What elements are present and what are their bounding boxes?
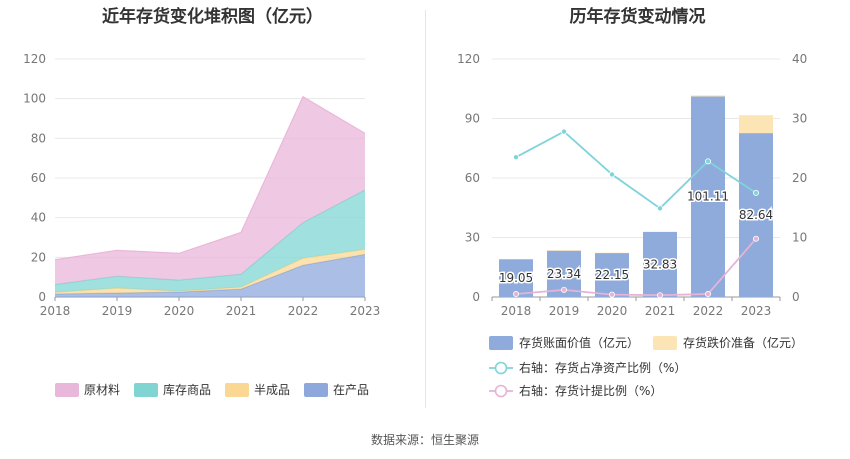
bar-value-label: 101.11: [687, 190, 729, 204]
bar-存货账面价值（亿元）: [499, 259, 533, 297]
line-point-右轴：存货计提比例（%）: [752, 235, 759, 242]
x-tick-label: 2019: [102, 304, 133, 318]
y-tick-label: 100: [23, 92, 46, 106]
y-tick-label: 40: [31, 211, 46, 225]
x-tick-label: 2020: [164, 304, 195, 318]
line-point-右轴：存货计提比例（%）: [656, 292, 663, 299]
legend-label-line-1: 右轴：存货计提比例（%）: [519, 383, 662, 398]
inventory-bar-line-chart: 0 30 60 90 120 0 10 20 30 40 2018 2019 2020 2021 2022 2…: [457, 52, 807, 398]
y-tick-label: 80: [31, 131, 46, 145]
area-原材料: [55, 96, 365, 285]
line-point-右轴：存货占净资产比例（%）: [704, 158, 711, 165]
legend-label-在产品: 在产品: [333, 383, 369, 397]
y2-tick-label: 20: [792, 171, 807, 185]
x-tick-label: 2018: [40, 304, 71, 318]
line-point-右轴：存货计提比例（%）: [513, 291, 520, 298]
x-tick-label: 2022: [288, 304, 319, 318]
x-tick-label: 2021: [226, 304, 257, 318]
x-tick-label: 2020: [597, 304, 628, 318]
x-tick-label: 2018: [501, 304, 532, 318]
y-tick-label: 20: [31, 250, 46, 264]
line-point-右轴：存货占净资产比例（%）: [560, 128, 567, 135]
y2-tick-label: 40: [792, 52, 807, 66]
y2-tick-label: 30: [792, 112, 807, 126]
y-tick-label: 90: [465, 112, 480, 126]
bar-value-label: 82.64: [739, 208, 773, 222]
bar-存货账面价值（亿元）: [691, 96, 725, 297]
legend-label-impairment: 存货跌价准备（亿元）: [683, 335, 803, 350]
line-point-右轴：存货计提比例（%）: [608, 291, 615, 298]
area-edge-原材料: [54, 95, 366, 261]
y2-tick-label: 0: [792, 290, 800, 304]
line-point-右轴：存货占净资产比例（%）: [656, 205, 663, 212]
line-point-右轴：存货占净资产比例（%）: [513, 154, 520, 161]
area-库存商品: [55, 189, 365, 293]
line-point-右轴：存货计提比例（%）: [560, 286, 567, 293]
legend-swatch-库存商品: [134, 383, 158, 397]
y-tick-label: 120: [457, 52, 480, 66]
chart-divider: [425, 10, 426, 408]
y-tick-label: 120: [23, 52, 46, 66]
bar-存货账面价值（亿元）: [739, 133, 773, 297]
x-tick-label: 2022: [693, 304, 724, 318]
x-tick-label: 2023: [741, 304, 772, 318]
bar-value-label: 23.34: [547, 267, 581, 281]
x-tick-label: 2023: [350, 304, 381, 318]
legend-label-库存商品: 库存商品: [163, 382, 211, 397]
legend-swatch-在产品: [304, 383, 328, 397]
x-tick-label: 2019: [549, 304, 580, 318]
line-point-右轴：存货计提比例（%）: [704, 291, 711, 298]
bar-value-label: 19.05: [499, 271, 533, 285]
left-chart-title: 近年存货变化堆积图（亿元）: [102, 7, 323, 27]
legend-swatch-原材料: [55, 383, 79, 397]
y-tick-label: 30: [465, 231, 480, 245]
area-在产品: [55, 254, 365, 297]
y-tick-label: 60: [465, 171, 480, 185]
legend-label-book-value: 存货账面价值（亿元）: [519, 335, 639, 350]
legend-swatch-impairment: [653, 336, 677, 350]
y-tick-label: 0: [38, 290, 46, 304]
data-source: 数据来源：恒生聚源: [370, 433, 479, 447]
line-point-右轴：存货占净资产比例（%）: [752, 189, 759, 196]
y-tick-label: 60: [31, 171, 46, 185]
y2-tick-label: 10: [792, 231, 807, 245]
legend-label-半成品: 半成品: [254, 383, 290, 397]
bar-value-label: 22.15: [595, 268, 629, 282]
bar-存货跌价准备（亿元）: [547, 250, 581, 251]
bar-存货跌价准备（亿元）: [691, 95, 725, 97]
bar-存货跌价准备（亿元）: [739, 115, 773, 134]
legend-swatch-book-value: [489, 336, 513, 350]
legend-marker-0: [494, 361, 508, 375]
legend-label-原材料: 原材料: [84, 383, 120, 397]
right-chart-title: 历年存货变动情况: [569, 7, 706, 27]
line-point-右轴：存货占净资产比例（%）: [608, 171, 615, 178]
line-右轴：存货计提比例（%）: [515, 238, 757, 297]
bar-存货账面价值（亿元）: [643, 231, 677, 297]
y-tick-label: 0: [472, 290, 480, 304]
x-tick-label: 2021: [645, 304, 676, 318]
stacked-area-chart: 0 20 40 60 80 100 120 2018 2019 2020 2021 2022 2023 原…: [23, 52, 381, 397]
line-右轴：存货占净资产比例（%）: [515, 130, 757, 210]
bar-value-label: 32.83: [643, 257, 677, 271]
legend-swatch-半成品: [225, 383, 249, 397]
bar-存货账面价值（亿元）: [595, 253, 629, 297]
legend-label-line-0: 右轴：存货占净资产比例（%）: [519, 360, 686, 375]
legend-marker-1: [494, 384, 508, 398]
